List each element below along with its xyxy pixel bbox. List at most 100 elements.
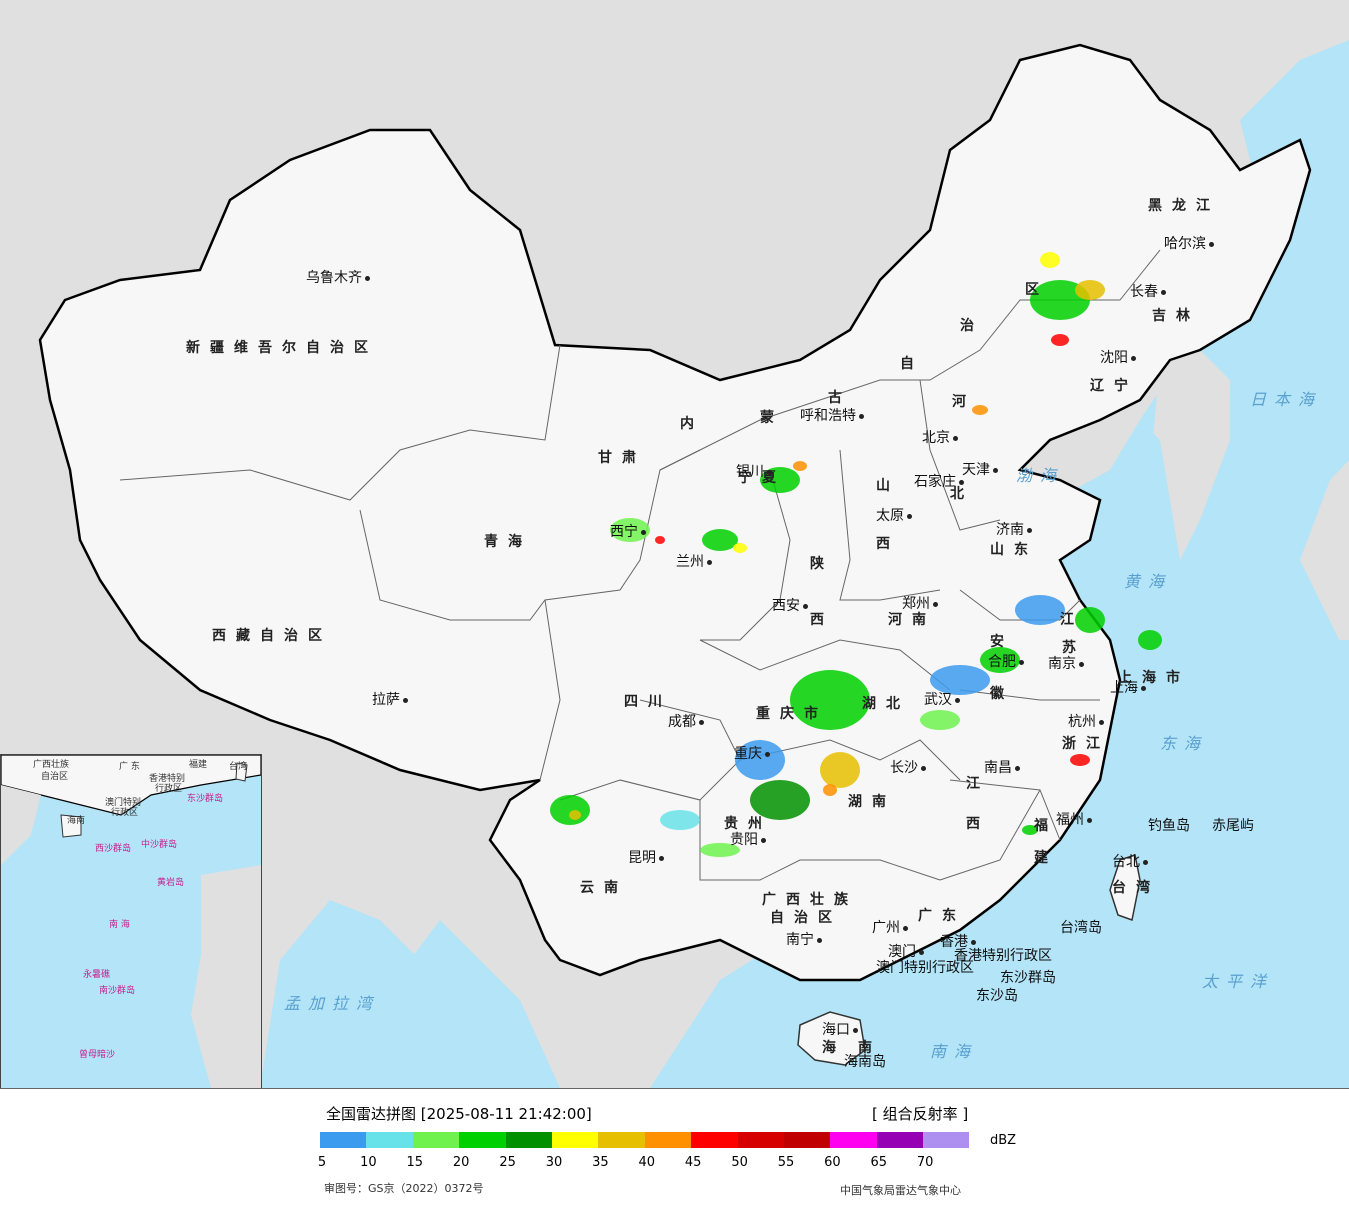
- scale-tick-label: 55: [777, 1155, 795, 1170]
- city-marker-icon: [903, 925, 908, 931]
- scale-tick-label: 60: [824, 1155, 841, 1170]
- changchun-label: 长春: [1130, 284, 1166, 300]
- jiangxi_xi-label: 西: [966, 816, 990, 832]
- neimenggu_gu-label: 古: [828, 390, 852, 406]
- city-marker-icon: [953, 435, 958, 441]
- taipei-label: 台北: [1112, 854, 1148, 870]
- radar-echo: [702, 529, 738, 551]
- lanzhou-label: 兰州: [676, 554, 712, 570]
- city-marker-icon: [1099, 719, 1104, 725]
- huanghai-label: 黄海: [1124, 572, 1173, 591]
- anhui_an-label: 安: [990, 634, 1014, 650]
- city-marker-icon: [803, 603, 808, 609]
- taiwan-island: [1109, 854, 1141, 921]
- beijing-label: 北京: [922, 430, 958, 446]
- hebei_bei-label: 北: [950, 486, 974, 502]
- bay-of-bengal: [260, 900, 470, 1088]
- city-marker-icon: [955, 697, 960, 703]
- yinchuan-label: 银川: [736, 464, 772, 480]
- inset-canvas: [1, 755, 261, 1088]
- radar-echo: [655, 536, 665, 544]
- jiangxi_jiang-label: 江: [966, 776, 990, 792]
- city-marker-icon: [971, 939, 976, 945]
- hainan-island: [797, 1011, 866, 1066]
- nanchang-label: 南昌: [984, 760, 1020, 776]
- scale-tick-label: 15: [406, 1155, 424, 1170]
- city-marker-icon: [1209, 241, 1214, 247]
- zhengzhou-label: 郑州: [902, 596, 938, 612]
- scale-tick-label: 5: [317, 1155, 327, 1170]
- scale-tick-label: 25: [499, 1155, 516, 1170]
- jinan-label: 济南: [996, 522, 1032, 538]
- color-swatch-5: [320, 1132, 367, 1148]
- guizhou-label: 贵州: [724, 816, 772, 832]
- changsha-label: 长沙: [890, 760, 926, 776]
- i_mo2-label: 行政区: [111, 808, 139, 818]
- henan-label: 河南: [888, 612, 936, 628]
- shaanxi_shan-label: 陕: [810, 556, 834, 572]
- macau-label: 澳门: [888, 944, 924, 960]
- color-swatch-60: [830, 1132, 877, 1148]
- i_fujian-label: 福建: [189, 760, 208, 770]
- color-scale-bar: [320, 1132, 970, 1148]
- chengdu-label: 成都: [668, 714, 704, 730]
- city-marker-icon: [817, 937, 822, 943]
- taiwan-label: 台湾: [1112, 880, 1160, 896]
- zhejiang-label: 浙江: [1062, 736, 1110, 752]
- hunan-label: 湖南: [848, 794, 896, 810]
- scale-tick-label: 30: [545, 1155, 563, 1170]
- dongsha_dao-label: 东沙岛: [976, 988, 1018, 1004]
- shandong-label: 山东: [990, 542, 1038, 558]
- i_guangdong-label: 广 东: [119, 762, 140, 772]
- city-marker-icon: [767, 469, 772, 475]
- radar-echo: [750, 780, 810, 820]
- city-marker-icon: [699, 719, 704, 725]
- i_yongshu-label: 永暑礁: [83, 970, 111, 980]
- color-swatch-55: [783, 1132, 831, 1148]
- nanning-label: 南宁: [786, 932, 822, 948]
- color-swatch-70: [923, 1132, 970, 1148]
- fujian_jian-label: 建: [1034, 850, 1058, 866]
- xining-label: 西宁: [610, 524, 646, 540]
- shenyang-label: 沈阳: [1100, 350, 1136, 366]
- nanjing-label: 南京: [1048, 656, 1084, 672]
- color-swatch-50: [737, 1132, 784, 1148]
- jiangsu_jiang-label: 江: [1060, 612, 1084, 628]
- map-canvas: [0, 0, 1349, 1088]
- i_nansha-label: 南沙群岛: [99, 986, 136, 996]
- neimenggu_qu-label: 区: [1025, 282, 1049, 298]
- city-marker-icon: [761, 837, 766, 843]
- color-swatch-30: [551, 1132, 599, 1148]
- lhasa-label: 拉萨: [372, 692, 408, 708]
- south-china-sea-inset: 广西壮族 自治区广 东福建 台湾 香港特别 行政区 澳门特别 行政区 东沙群岛 海南 西沙群岛 中沙…: [0, 754, 262, 1088]
- jiangsu_su-label: 苏: [1062, 640, 1086, 656]
- city-marker-icon: [959, 479, 964, 485]
- mo_sar-label: 澳门特别行政区: [876, 960, 974, 976]
- color-swatch-35: [598, 1132, 645, 1148]
- japan-sea: [1230, 280, 1349, 470]
- nanhai-label: 南海: [930, 1042, 979, 1061]
- dongsha_qundao-label: 东沙群岛: [1000, 970, 1056, 986]
- i_dongsha-label: 东沙群岛: [187, 794, 224, 804]
- province-boundaries: [119, 249, 1161, 881]
- city-marker-icon: [659, 855, 664, 861]
- shanxi2-label: 西: [876, 536, 900, 552]
- guangxi-label: 广西壮族: [762, 892, 858, 908]
- city-marker-icon: [1027, 527, 1032, 533]
- qinghai-label: 青海: [484, 534, 532, 550]
- heilongjiang-label: 黑龙江: [1148, 198, 1220, 214]
- wuhan-label: 武汉: [924, 692, 960, 708]
- i_zhongsha-label: 中沙群岛: [141, 840, 178, 850]
- radar-echo: [569, 810, 581, 820]
- hainan_dao-label: 海南岛: [844, 1054, 886, 1070]
- xinjiang-label: 新疆维吾尔自治区: [186, 340, 378, 356]
- city-marker-icon: [919, 949, 924, 955]
- city-marker-icon: [1019, 659, 1024, 665]
- city-marker-icon: [765, 751, 770, 757]
- bohai-label: 渤海: [1016, 466, 1065, 485]
- i_xisha-label: 西沙群岛: [95, 844, 132, 854]
- urumqi-label: 乌鲁木齐: [306, 270, 370, 286]
- hefei-label: 合肥: [988, 654, 1024, 670]
- hohhot-label: 呼和浩特: [800, 408, 864, 424]
